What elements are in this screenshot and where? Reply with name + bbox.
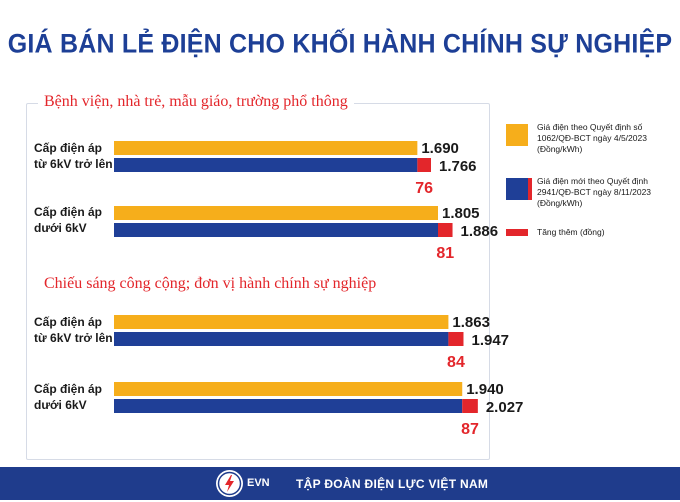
bar-increase-g1-r1 bbox=[417, 158, 431, 172]
row-label-g1-r2: Cấp điện áp dưới 6kV bbox=[34, 205, 103, 235]
value-label-increase-g1-r1: 76 bbox=[415, 180, 433, 197]
bar-old-g2-r2 bbox=[114, 382, 463, 396]
bar-new-g1-r1 bbox=[114, 158, 418, 172]
row-label-g2-r1: Cấp điện áp từ 6kV trở lên bbox=[34, 315, 113, 345]
footer-org-name: TẬP ĐOÀN ĐIỆN LỰC VIỆT NAM bbox=[296, 477, 489, 491]
bar-increase-g2-r2 bbox=[462, 399, 478, 413]
bar-old-g1-r1 bbox=[114, 141, 418, 155]
value-label-new-g1-r2: 1.886 bbox=[461, 223, 499, 240]
value-label-old-g2-r2: 1.940 bbox=[466, 381, 504, 398]
value-label-old-g1-r2: 1.805 bbox=[442, 205, 480, 222]
footer-bar: EVN TẬP ĐOÀN ĐIỆN LỰC VIỆT NAM bbox=[0, 467, 680, 500]
bar-old-g1-r2 bbox=[114, 206, 438, 220]
legend-label-new: Giá điện mới theo Quyết định 2941/QĐ-BCT… bbox=[537, 176, 652, 208]
legend-label-increase: Tăng thêm (đồng) bbox=[537, 227, 605, 237]
value-label-old-g1-r1: 1.690 bbox=[421, 140, 459, 157]
value-label-increase-g1-r2: 81 bbox=[436, 245, 454, 262]
group-title-2: Chiếu sáng công cộng; đơn vị hành chính … bbox=[38, 275, 383, 293]
legend-swatch-new-increase bbox=[528, 178, 532, 200]
legend-swatch-new bbox=[506, 178, 528, 200]
bar-increase-g2-r1 bbox=[448, 332, 464, 346]
page-title: GIÁ BÁN LẺ ĐIỆN CHO KHỐI HÀNH CHÍNH SỰ N… bbox=[7, 28, 673, 60]
row-label-g1-r1: Cấp điện áp từ 6kV trở lên bbox=[34, 141, 113, 171]
bar-new-g1-r2 bbox=[114, 223, 438, 237]
value-label-increase-g2-r2: 87 bbox=[461, 421, 479, 438]
evn-logo-text: EVN bbox=[247, 477, 270, 489]
value-label-new-g1-r1: 1.766 bbox=[439, 158, 477, 175]
evn-logo-icon bbox=[216, 470, 243, 497]
legend-label-old: Giá điện theo Quyết định số 1062/QĐ-BCT … bbox=[537, 122, 647, 154]
bar-old-g2-r1 bbox=[114, 315, 449, 329]
value-label-increase-g2-r1: 84 bbox=[447, 354, 465, 371]
bar-new-g2-r1 bbox=[114, 332, 449, 346]
legend-swatch-increase bbox=[506, 229, 528, 236]
bar-new-g2-r2 bbox=[114, 399, 463, 413]
legend-swatch-old bbox=[506, 124, 528, 146]
value-label-new-g2-r2: 2.027 bbox=[486, 399, 524, 416]
group-title-1: Bệnh viện, nhà trẻ, mẫu giáo, trường phổ… bbox=[38, 93, 354, 111]
value-label-new-g2-r1: 1.947 bbox=[471, 332, 509, 349]
bar-increase-g1-r2 bbox=[437, 223, 453, 237]
row-label-g2-r2: Cấp điện áp dưới 6kV bbox=[34, 382, 103, 412]
value-label-old-g2-r1: 1.863 bbox=[452, 314, 490, 331]
